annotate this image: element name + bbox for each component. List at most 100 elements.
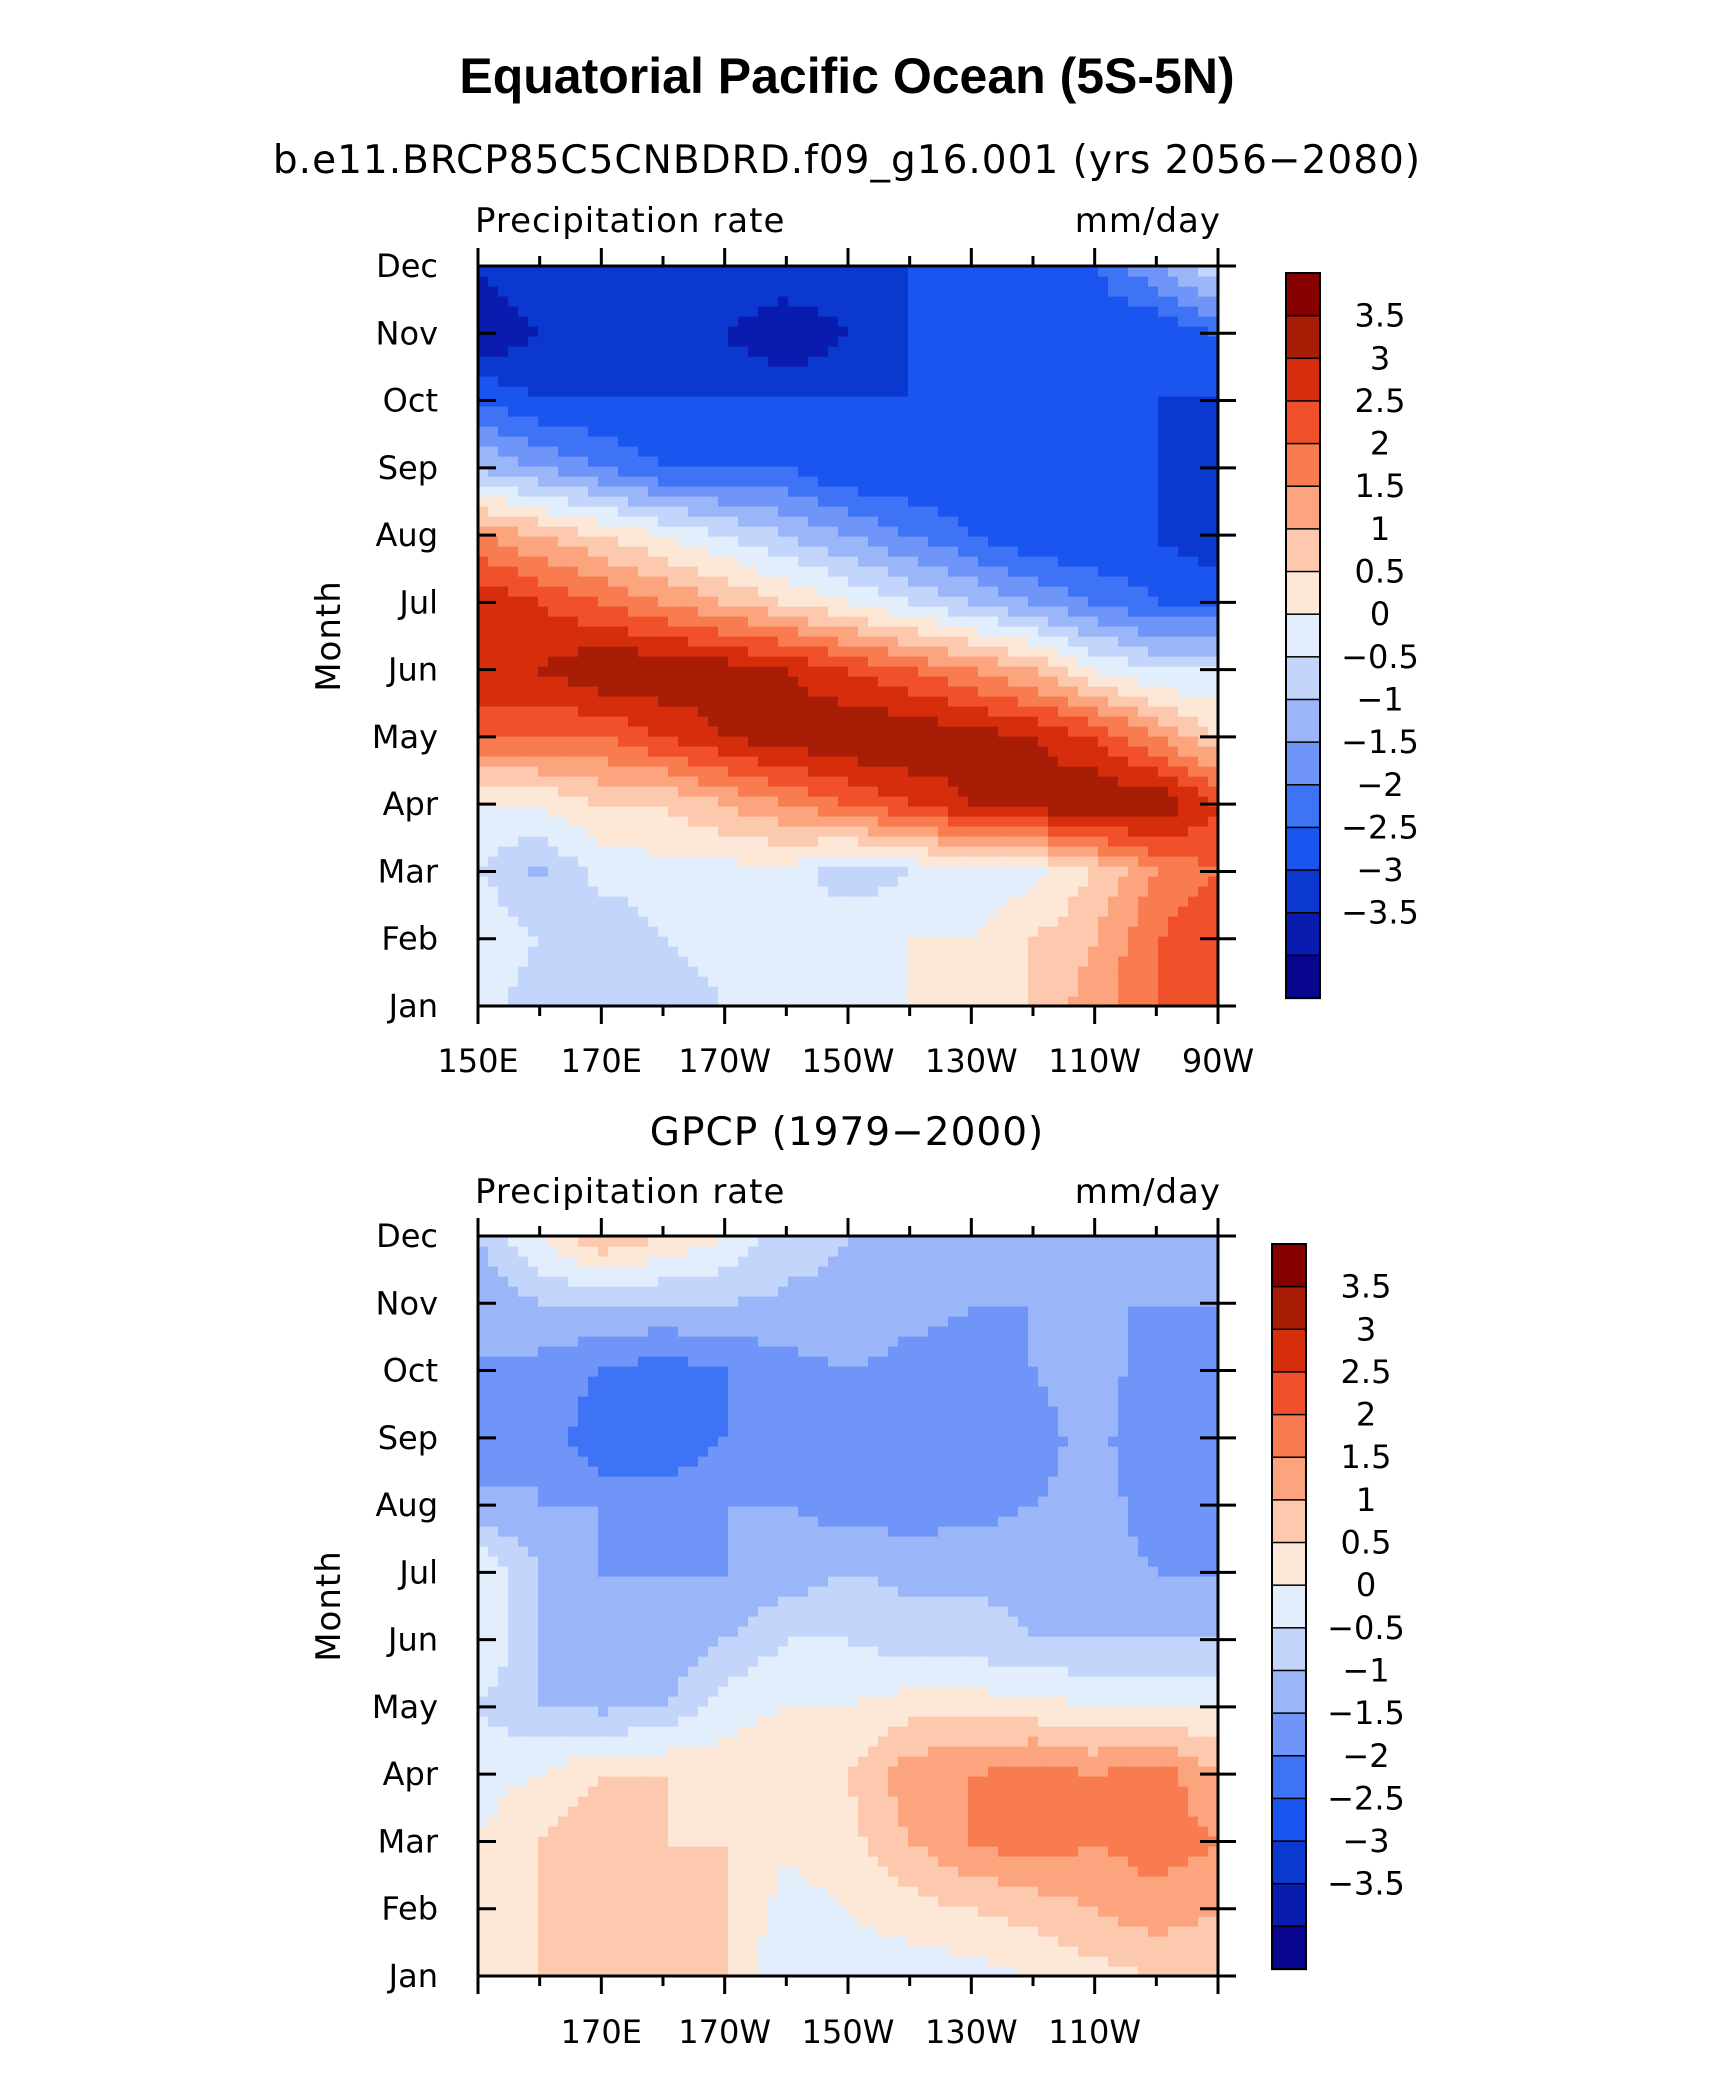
- heatmap-cell: [998, 616, 1009, 627]
- heatmap-cell: [988, 876, 999, 887]
- heatmap-cell: [858, 776, 869, 787]
- heatmap-cell: [1138, 396, 1149, 407]
- heatmap-cell: [508, 966, 519, 977]
- heatmap-cell: [788, 706, 799, 717]
- heatmap-cell: [918, 936, 929, 947]
- heatmap-cell: [518, 326, 529, 337]
- heatmap-cell: [808, 816, 819, 827]
- heatmap-cell: [978, 556, 989, 567]
- heatmap-cell: [488, 916, 499, 927]
- heatmap-cell: [478, 806, 489, 817]
- heatmap-cell: [638, 456, 649, 467]
- heatmap-cell: [1088, 726, 1099, 737]
- heatmap-cell: [798, 346, 809, 357]
- heatmap-cell: [898, 636, 909, 647]
- heatmap-cell: [818, 636, 829, 647]
- heatmap-cell: [638, 386, 649, 397]
- heatmap-cell: [518, 726, 529, 737]
- heatmap-cell: [1168, 496, 1179, 507]
- heatmap-cell: [598, 326, 609, 337]
- heatmap-cell: [768, 816, 779, 827]
- heatmap-cell: [598, 746, 609, 757]
- heatmap-cell: [628, 386, 639, 397]
- heatmap-cell: [868, 646, 879, 657]
- heatmap-cell: [548, 886, 559, 897]
- heatmap-cell: [848, 656, 859, 667]
- heatmap-cell: [878, 946, 889, 957]
- heatmap-cell: [608, 776, 619, 787]
- heatmap-cell: [618, 846, 629, 857]
- heatmap-cell: [628, 766, 639, 777]
- heatmap-cell: [838, 946, 849, 957]
- heatmap-cell: [1028, 706, 1039, 717]
- heatmap-cell: [938, 686, 949, 697]
- heatmap-cell: [1158, 946, 1169, 957]
- heatmap-cell: [1038, 346, 1049, 357]
- heatmap-cell: [768, 976, 779, 987]
- heatmap-cell: [908, 626, 919, 637]
- heatmap-cell: [1128, 346, 1139, 357]
- heatmap-cell: [1098, 866, 1109, 877]
- heatmap-cell: [788, 686, 799, 697]
- heatmap-cell: [688, 926, 699, 937]
- heatmap-cell: [678, 676, 689, 687]
- heatmap-cell: [1158, 836, 1169, 847]
- heatmap-cell: [1168, 556, 1179, 567]
- heatmap-cell: [948, 986, 959, 997]
- heatmap-cell: [848, 736, 859, 747]
- heatmap-cell: [568, 796, 579, 807]
- heatmap-cell: [618, 746, 629, 757]
- heatmap-cell: [608, 976, 619, 987]
- heatmap-cell: [548, 936, 559, 947]
- heatmap-cell: [518, 696, 529, 707]
- heatmap-cell: [1138, 736, 1149, 747]
- heatmap-cell: [1198, 636, 1209, 647]
- heatmap-cell: [678, 396, 689, 407]
- heatmap-cell: [478, 616, 489, 627]
- heatmap-cell: [518, 436, 529, 447]
- heatmap-cell: [718, 376, 729, 387]
- heatmap-cell: [788, 646, 799, 657]
- heatmap-cell: [618, 796, 629, 807]
- heatmap-cell: [668, 606, 679, 617]
- heatmap-cell: [1108, 776, 1119, 787]
- heatmap-cell: [1178, 436, 1189, 447]
- heatmap-cell: [728, 646, 739, 657]
- heatmap-cell: [668, 686, 679, 697]
- heatmap-cell: [888, 536, 899, 547]
- heatmap-cell: [688, 886, 699, 897]
- heatmap-cell: [748, 826, 759, 837]
- heatmap-cell: [1078, 596, 1089, 607]
- heatmap-cell: [948, 716, 959, 727]
- heatmap-cell: [758, 666, 769, 677]
- heatmap-cell: [648, 556, 659, 567]
- heatmap-cell: [688, 476, 699, 487]
- heatmap-cell: [1128, 956, 1139, 967]
- heatmap-cell: [958, 446, 969, 457]
- heatmap-cell: [528, 856, 539, 867]
- heatmap-cell: [1118, 506, 1129, 517]
- heatmap-cell: [818, 566, 829, 577]
- heatmap-cell: [948, 956, 959, 967]
- heatmap-cell: [988, 656, 999, 667]
- heatmap-cell: [728, 736, 739, 747]
- heatmap-cell: [878, 976, 889, 987]
- heatmap-cell: [668, 386, 679, 397]
- heatmap-cell: [938, 456, 949, 467]
- heatmap-cell: [1108, 396, 1119, 407]
- heatmap-cell: [988, 376, 999, 387]
- heatmap-cell: [828, 816, 839, 827]
- heatmap-cell: [608, 756, 619, 767]
- heatmap-cell: [548, 736, 559, 747]
- heatmap-cell: [1128, 356, 1139, 367]
- heatmap-cell: [748, 556, 759, 567]
- heatmap-cell: [868, 576, 879, 587]
- heatmap-cell: [718, 786, 729, 797]
- heatmap-cell: [1048, 436, 1059, 447]
- heatmap-cell: [1048, 336, 1059, 347]
- heatmap-cell: [688, 486, 699, 497]
- heatmap-cell: [478, 706, 489, 717]
- heatmap-cell: [518, 926, 529, 937]
- heatmap-cell: [1148, 976, 1159, 987]
- heatmap-cell: [648, 626, 659, 637]
